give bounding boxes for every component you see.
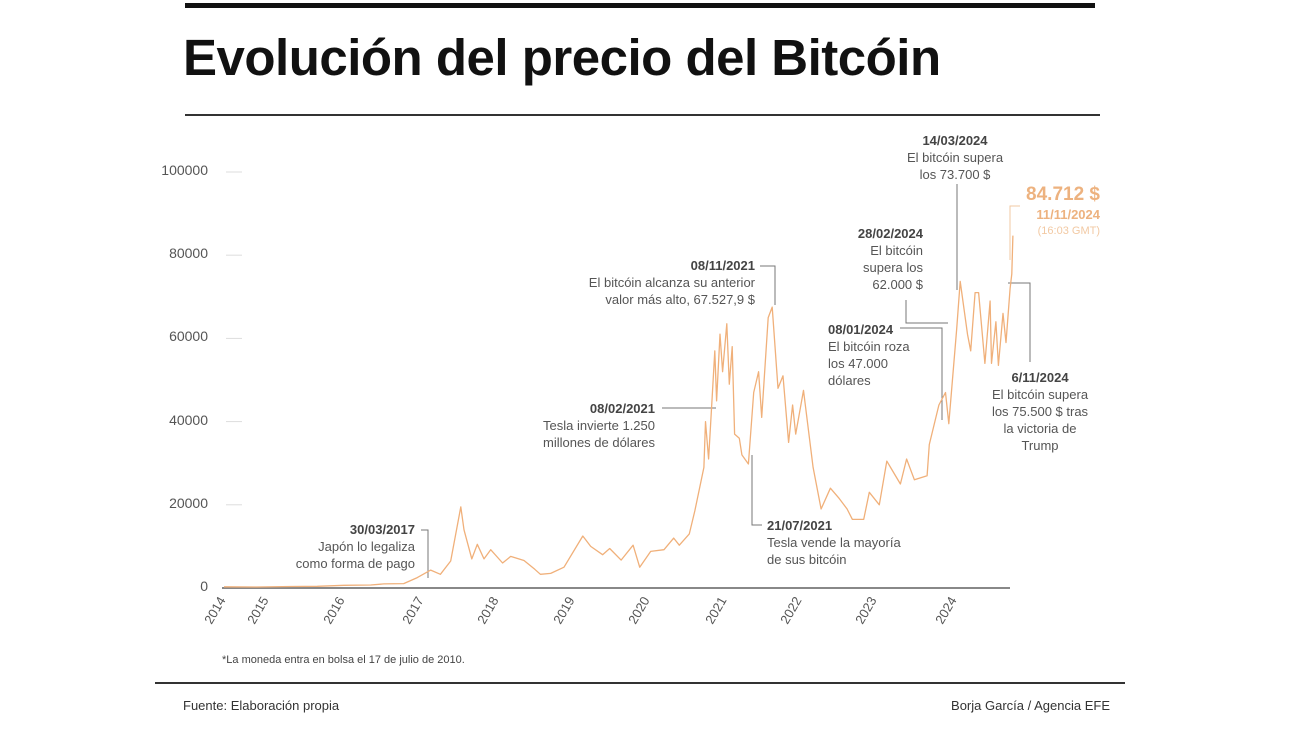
y-tick-label: 0 [200,578,208,594]
annotation-text: valor más alto, 67.527,9 $ [605,292,755,307]
x-tick-label: 2024 [932,594,959,627]
x-tick-label: 2016 [320,594,347,627]
latest-price-callout: 84.712 $ 11/11/2024 (16:03 GMT) [1026,184,1100,240]
top-rule [185,3,1095,8]
title-divider [185,114,1100,116]
annotation-text: de sus bitcóin [767,552,847,567]
annotation-text: El bitcóin supera [906,150,1004,165]
x-tick-label: 2022 [777,594,804,627]
annotation-text: los 47.000 [828,356,888,371]
annotation: 08/11/2021 El bitcóin alcanza su anterior… [589,257,755,308]
annotation-date: 6/11/2024 [1011,370,1069,385]
y-tick-label: 20000 [169,494,208,511]
x-tick-label: 2017 [399,594,426,627]
annotation-date: 08/02/2021 [589,401,655,416]
latest-date: 11/11/2024 [1036,207,1100,222]
annotation-text: El bitcóin supera [991,387,1089,402]
leader-line [760,265,776,305]
annotation-text: El bitcóin roza [828,339,910,354]
annotation-date: 21/07/2021 [767,518,833,533]
annotation-text: Tesla vende la mayoría [767,535,901,550]
annotation-date: 08/01/2024 [828,322,894,337]
x-tick-label: 2020 [625,594,652,627]
annotation-text: los 75.500 $ tras [991,404,1089,419]
annotation-text: dólares [828,373,871,388]
annotation-text: los 73.700 $ [919,167,991,182]
credit-label: Borja García / Agencia EFE [951,698,1110,713]
annotation: 08/02/2021 Tesla invierte 1.250 millones d… [543,400,655,451]
annotation: 21/07/2021 Tesla vende la mayoría de sus b… [767,517,901,568]
leader-line [1008,282,1031,362]
x-tick-label: 2023 [852,594,879,627]
annotation-date: 28/02/2024 [857,226,923,241]
y-tick-label: 40000 [169,411,208,428]
annotation-date: 14/03/2024 [922,133,988,148]
footer-divider [155,682,1125,684]
leader-line [905,300,948,324]
source-label: Fuente: Elaboración propia [183,698,340,713]
annotation-text: Japón lo legaliza [318,539,415,554]
page-title: Evolución del precio del Bitcóin [183,29,941,86]
annotation: 6/11/2024 El bitcóin supera los 75.500 $ t… [975,369,1105,454]
x-tick-label: 2015 [244,594,271,627]
annotation-text: supera los [863,260,923,275]
annotation: 30/03/2017 Japón lo legaliza como forma de… [296,521,415,572]
footnote: *La moneda entra en bolsa el 17 de julio… [222,654,465,666]
x-tick-label: 2021 [702,594,729,627]
annotation: 08/01/2024 El bitcóin roza los 47.000 dólar… [828,321,910,389]
leader-line [751,455,762,526]
leader-line [1009,205,1020,260]
annotation-text: 62.000 $ [872,277,923,292]
x-tick-label: 2018 [474,594,501,627]
latest-price: 84.712 $ [1026,184,1100,205]
annotation: 28/02/2024 El bitcóin supera los 62.000 $ [858,225,923,293]
annotation: 14/03/2024 El bitcóin supera los 73.700 $ [895,132,1015,183]
annotation-text: El bitcóin alcanza su anterior [588,275,755,290]
x-tick-label: 2019 [550,594,577,627]
annotation-date: 30/03/2017 [349,522,415,537]
x-tick-label: 2014 [201,594,228,627]
y-tick-label: 100000 [161,162,208,178]
price-line [223,235,1014,588]
annotation-date: 08/11/2021 [690,258,755,273]
leader-line [421,529,429,578]
annotation-text: El bitcóin [870,243,923,258]
latest-time: (16:03 GMT) [1037,225,1100,237]
annotation-text: Tesla invierte 1.250 [542,418,655,433]
y-tick-label: 60000 [169,328,208,345]
y-tick-label: 80000 [169,245,208,262]
annotation-text: como forma de pago [295,556,415,571]
annotation-text: Trump [1021,438,1059,453]
annotation-text: la victoria de [1003,421,1077,436]
leader-line [900,327,943,420]
annotation-text: millones de dólares [542,435,655,450]
